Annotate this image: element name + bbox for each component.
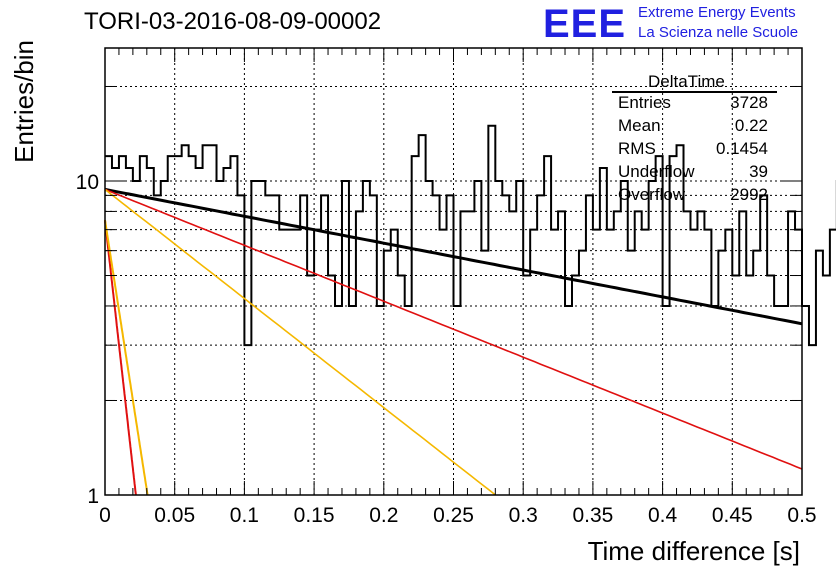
stats-label-rms: RMS xyxy=(618,139,656,158)
x-axis-label: Time difference [s] xyxy=(588,536,800,566)
eee-logo-line2: La Scienza nelle Scuole xyxy=(638,24,799,41)
x-tick-label: 0.15 xyxy=(294,504,335,527)
stats-label-mean: Mean xyxy=(618,116,661,135)
x-tick-label: 0.35 xyxy=(572,504,613,527)
stats-value-mean: 0.22 xyxy=(734,116,768,135)
axis-layer xyxy=(104,47,803,496)
chart-title: TORI-03-2016-08-09-00002 xyxy=(84,8,382,35)
x-tick-label: 0.3 xyxy=(509,504,538,527)
x-tick-label: 0.45 xyxy=(712,504,753,527)
stats-value-entries: 3728 xyxy=(730,93,768,112)
curve-yellow-fast xyxy=(104,220,149,496)
stats-label-underflow: Underflow xyxy=(618,162,695,181)
curve-red-fast xyxy=(104,220,137,496)
x-tick-label: 0.2 xyxy=(369,504,398,527)
histogram-outline xyxy=(105,124,836,347)
curve-red-slow xyxy=(104,188,803,470)
stats-title: DeltaTime xyxy=(648,72,725,91)
stats-value-overflow: 2992 xyxy=(730,185,768,204)
curve-layer xyxy=(104,187,803,496)
x-tick-label: 0.1 xyxy=(230,504,259,527)
y-tick-label: 10 xyxy=(76,171,99,194)
curve-yellow-slow xyxy=(104,188,496,496)
stats-value-underflow: 39 xyxy=(749,162,768,181)
eee-logo-line1: Extreme Energy Events xyxy=(638,4,796,21)
histogram-layer xyxy=(105,124,836,347)
stats-value-rms: 0.1454 xyxy=(716,139,768,158)
fit-line-black xyxy=(104,187,803,326)
tick-label-layer: 0 0.05 0.1 0.15 0.2 0.25 0.3 0.35 0.4 0.45 0.5 1 10 xyxy=(76,171,817,527)
x-tick-label: 0 xyxy=(99,504,111,527)
stats-label-overflow: Overflow xyxy=(618,185,686,204)
x-tick-label: 0.4 xyxy=(648,504,678,527)
x-tick-label: 0.5 xyxy=(787,504,816,527)
stats-label-entries: Entries xyxy=(618,93,671,112)
y-axis-label: Entries/bin xyxy=(9,40,39,163)
y-tick-label: 1 xyxy=(87,485,99,508)
eee-logo: EEE xyxy=(543,2,627,46)
x-tick-label: 0.25 xyxy=(433,504,474,527)
stats-divider xyxy=(612,91,777,93)
x-tick-label: 0.05 xyxy=(154,504,195,527)
